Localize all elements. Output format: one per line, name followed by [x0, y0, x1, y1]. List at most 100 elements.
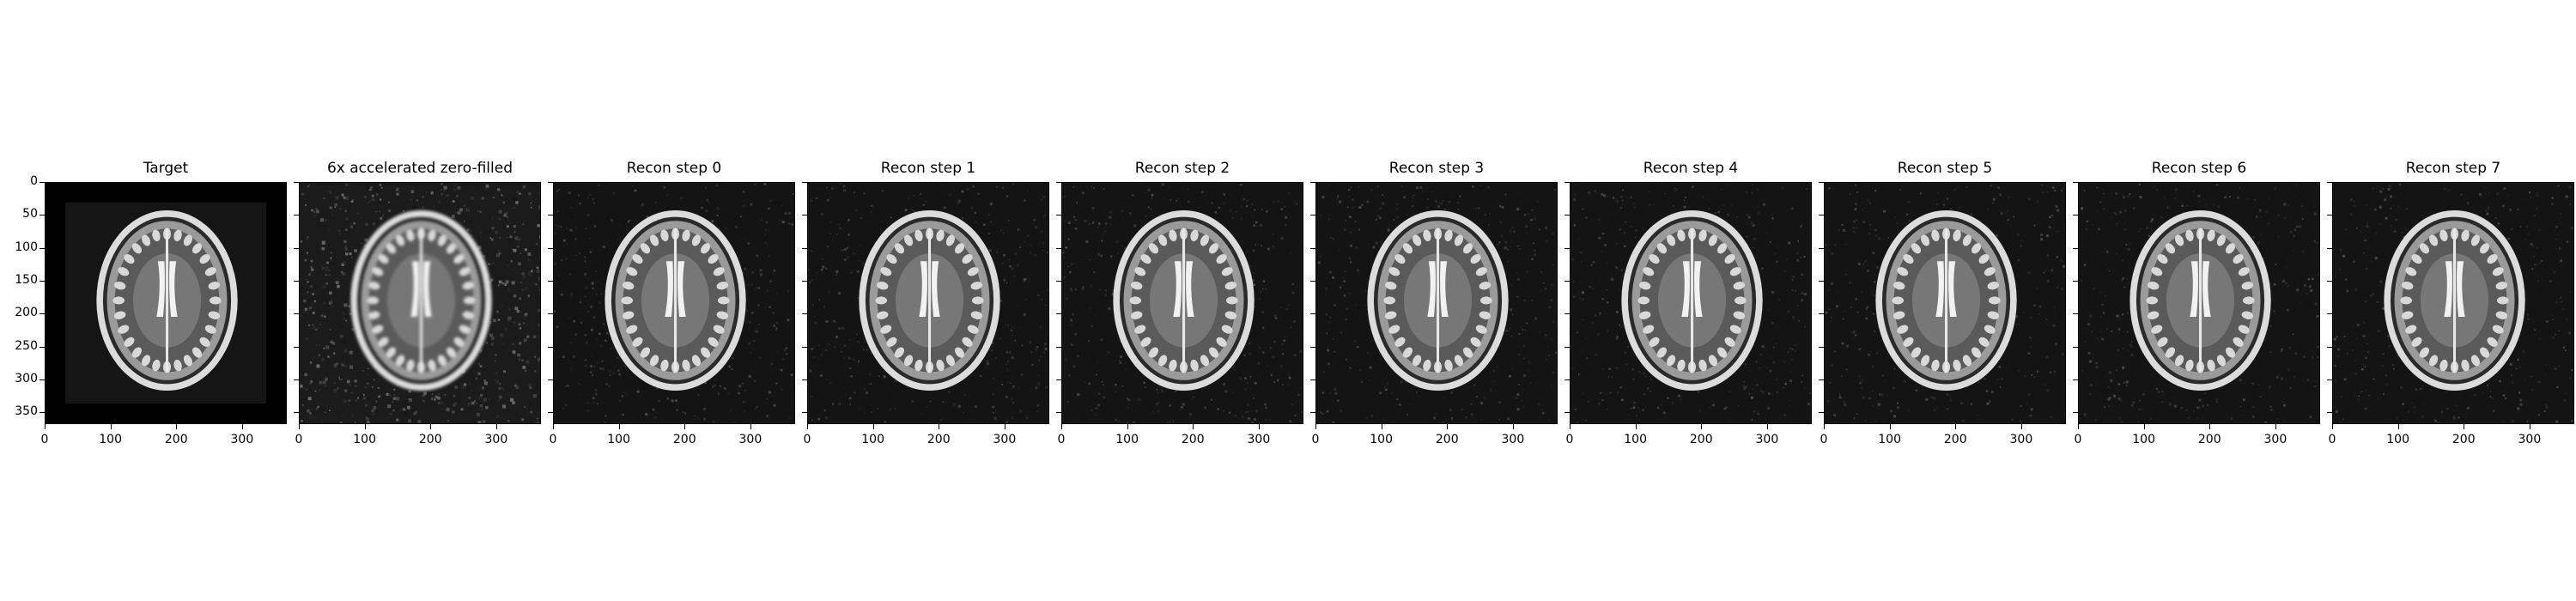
x-tick: [299, 424, 300, 429]
x-tick: [430, 424, 432, 429]
x-tick-label: 100: [353, 433, 376, 446]
y-tick: [294, 346, 299, 348]
x-tick-label: 0: [1311, 433, 1320, 446]
x-tick-label: 300: [1755, 433, 1779, 446]
y-tick-label: 0: [30, 174, 38, 188]
y-tick: [2073, 247, 2078, 249]
x-tick-label: 300: [230, 433, 254, 446]
image-panel: 0 100 200 300: [1819, 182, 2066, 446]
image-panel: 0 100 200 300: [2073, 182, 2320, 446]
y-tick: [2327, 215, 2332, 216]
image-panel: 0 100 200 300: [548, 182, 795, 446]
y-tick: [2327, 313, 2332, 315]
y-tick: [802, 280, 807, 282]
x-tick-label: 300: [1501, 433, 1525, 446]
x-tick-label: 300: [738, 433, 762, 446]
y-tick: [802, 182, 807, 183]
panel-title: Recon step 6: [2151, 160, 2247, 177]
x-tick-label: 300: [2263, 433, 2287, 446]
x-tick: [1889, 424, 1891, 429]
mri-slice-image: [45, 182, 287, 424]
y-tick: [1819, 313, 1824, 315]
y-tick: [2073, 215, 2078, 216]
x-tick-label: 100: [1370, 433, 1393, 446]
x-tick: [2078, 424, 2079, 429]
image-panel: 0 100 200 300: [1310, 182, 1558, 446]
image-panel: 0 100 200 300: [1564, 182, 1812, 446]
x-tick-label: 100: [1115, 433, 1139, 446]
y-tick: [2327, 379, 2332, 380]
panel-title: Recon step 3: [1388, 160, 1485, 177]
y-tick: [1819, 412, 1824, 414]
y-tick: [1819, 280, 1824, 282]
x-tick-label: 0: [1057, 433, 1066, 446]
x-tick-label: 0: [803, 433, 811, 446]
x-tick-label: 100: [607, 433, 630, 446]
x-tick: [1193, 424, 1194, 429]
x-tick-label: 200: [1943, 433, 1967, 446]
x-tick: [1570, 424, 1571, 429]
y-tick: [2327, 280, 2332, 282]
y-tick: [1310, 379, 1315, 380]
y-tick: [1310, 346, 1315, 348]
y-tick: [294, 379, 299, 380]
y-tick: [1056, 346, 1061, 348]
x-tick: [750, 424, 751, 429]
x-tick: [684, 424, 686, 429]
x-tick-label: 100: [2386, 433, 2409, 446]
y-tick: [802, 346, 807, 348]
x-tick-label: 300: [1247, 433, 1271, 446]
y-tick: [548, 313, 553, 315]
y-tick: [802, 215, 807, 216]
panel-title: Recon step 5: [1897, 160, 1993, 177]
x-tick: [495, 424, 497, 429]
image-panel: 0 100 200 300: [1056, 182, 1303, 446]
y-tick: [294, 313, 299, 315]
x-tick: [2209, 424, 2211, 429]
y-tick: [294, 182, 299, 183]
x-tick-label: 0: [2328, 433, 2336, 446]
y-tick: [1564, 247, 1570, 249]
y-tick: [39, 215, 45, 216]
x-tick-label: 200: [1181, 433, 1205, 446]
y-tick: [1819, 247, 1824, 249]
y-tick-label: 300: [15, 371, 38, 385]
y-tick: [1564, 379, 1570, 380]
y-tick: [1056, 379, 1061, 380]
mri-slice-image: [2078, 182, 2320, 424]
y-tick: [1056, 313, 1061, 315]
y-tick: [1056, 215, 1061, 216]
image-panel: 0 100 200 300: [802, 182, 1049, 446]
x-tick-label: 100: [1878, 433, 1901, 446]
y-tick: [1056, 182, 1061, 183]
x-tick: [1127, 424, 1128, 429]
y-tick: [1310, 280, 1315, 282]
panel-title: Recon step 1: [880, 160, 976, 177]
mri-slice-image: [1315, 182, 1558, 424]
y-tick: [1564, 215, 1570, 216]
y-tick: [39, 247, 45, 249]
mri-slice-image: [2332, 182, 2574, 424]
y-tick: [1056, 247, 1061, 249]
x-tick-label: 0: [1820, 433, 1828, 446]
x-tick-label: 200: [672, 433, 696, 446]
y-tick: [1310, 247, 1315, 249]
y-tick: [294, 247, 299, 249]
y-tick: [39, 280, 45, 282]
x-tick-label: 200: [418, 433, 442, 446]
mri-slice-image: [1061, 182, 1303, 424]
mri-slice-image: [1824, 182, 2066, 424]
y-tick: [1819, 346, 1824, 348]
panel-title: Recon step 2: [1134, 160, 1230, 177]
y-tick: [2073, 346, 2078, 348]
y-tick: [1564, 313, 1570, 315]
image-panel: 0 100 200 300 0 50 100 150 200 250 300 350: [15, 174, 287, 446]
y-tick: [294, 412, 299, 414]
y-tick: [2327, 247, 2332, 249]
y-tick: [2073, 280, 2078, 282]
y-tick: [39, 412, 45, 414]
x-tick-label: 0: [549, 433, 557, 446]
x-tick-label: 300: [993, 433, 1017, 446]
y-tick: [1310, 182, 1315, 183]
